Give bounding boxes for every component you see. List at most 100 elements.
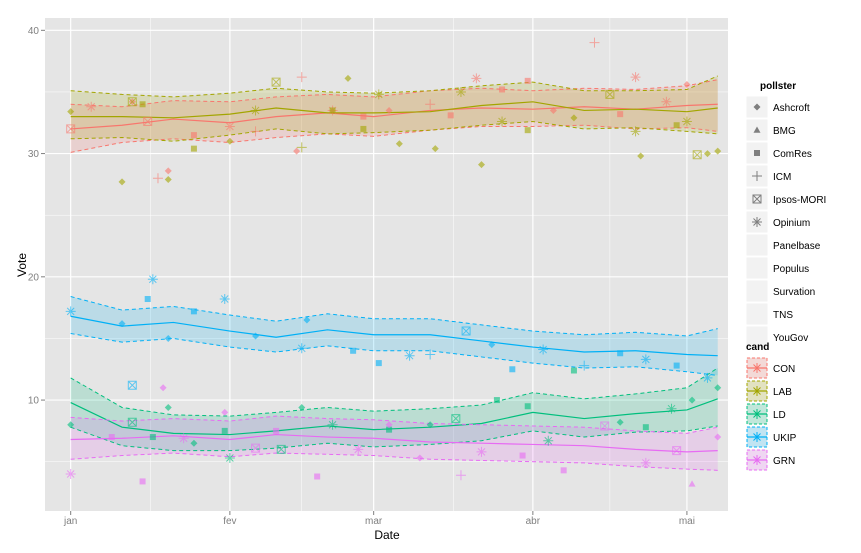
y-tick-label: 10 (28, 396, 40, 407)
x-axis-title: Date (374, 528, 400, 542)
point-lab-comres (673, 122, 680, 129)
point-ukip-opinium (640, 354, 651, 365)
point-grn-comres (519, 452, 526, 459)
point-grn-comres (139, 478, 146, 485)
point-con-opinium (86, 101, 97, 112)
point-grn-icm (455, 470, 466, 481)
trend-line-lab (70, 101, 718, 119)
legend-marker-grn (752, 455, 762, 465)
legend-key-box (745, 233, 769, 257)
point-lab-ashcroft (714, 147, 722, 155)
point-lab-ashcroft (478, 161, 486, 169)
legend-pollster-title: pollster (760, 81, 796, 92)
band-con (70, 79, 718, 153)
point-grn-comres (108, 434, 115, 441)
legend-key-box (745, 325, 769, 349)
point-con-icm (589, 37, 600, 48)
legend-key-comres (754, 150, 760, 156)
y-tick-label: 40 (28, 26, 40, 37)
confidence-bands (70, 75, 718, 471)
upper-bound-ukip (70, 296, 718, 337)
legend-label-panelbase: Panelbase (773, 241, 821, 252)
x-tick-label: jan (63, 516, 77, 527)
legend-label-ashcroft: Ashcroft (773, 103, 810, 114)
legend-marker-ld (752, 409, 762, 419)
point-grn-ashcroft (416, 454, 424, 462)
point-grn-opinium (65, 469, 76, 480)
point-lab-ashcroft (344, 74, 352, 82)
legend-label-survation: Survation (773, 287, 815, 298)
point-con-ipsos-mori (143, 117, 153, 127)
legend-label-yougov: YouGov (773, 333, 808, 344)
point-con-opinium (630, 72, 641, 83)
point-ld-opinium (543, 435, 554, 446)
point-ld-ashcroft (164, 403, 172, 411)
point-lab-ipsos-mori (271, 77, 281, 87)
point-lab-comres (360, 125, 367, 132)
point-con-icm (250, 126, 261, 137)
point-con-comres (524, 77, 531, 84)
point-con-icm (152, 173, 163, 184)
point-ukip-comres (190, 308, 197, 315)
point-con-comres (499, 86, 506, 93)
point-ld-opinium (327, 419, 338, 430)
x-tick-label: abr (526, 516, 541, 527)
point-lab-ipsos-mori (692, 150, 702, 160)
x-tick-label: fev (223, 516, 236, 527)
axes: 10 20 30 40 jan fev mar abr mai (28, 26, 695, 527)
y-axis-title: Vote (15, 253, 29, 277)
y-tick-label: 20 (28, 272, 40, 283)
y-tick-label: 30 (28, 149, 40, 160)
lower-bound-ld (70, 425, 718, 452)
point-lab-opinium (373, 89, 384, 100)
point-ukip-comres (375, 360, 382, 367)
point-grn-comres (314, 473, 321, 480)
point-grn-ashcroft (221, 408, 229, 416)
band-grn (70, 416, 718, 471)
point-con-comres (360, 113, 367, 120)
point-con-ashcroft (293, 147, 301, 155)
point-ukip-opinium (219, 294, 230, 305)
legend-key-ashcroft (753, 103, 761, 111)
legend-label-bmg: BMG (773, 126, 796, 137)
point-con-opinium (224, 121, 235, 132)
upper-bound-ld (70, 367, 718, 417)
legend-cand: cand CON LAB LD UKIP GRN (745, 342, 797, 472)
point-lab-comres (190, 145, 197, 152)
upper-bound-lab (70, 75, 718, 98)
point-con-comres (190, 132, 197, 139)
point-ukip-opinium (65, 306, 76, 317)
point-con-comres (447, 112, 454, 119)
point-con-comres (617, 111, 624, 118)
point-grn-ashcroft (385, 421, 393, 429)
point-lab-opinium (681, 116, 692, 127)
legend-label-tns: TNS (773, 310, 793, 321)
point-lab-ipsos-mori (605, 89, 615, 99)
lower-bound-ukip (70, 333, 718, 376)
point-ukip-comres (673, 362, 680, 369)
point-ukip-opinium (404, 350, 415, 361)
point-con-ashcroft (683, 81, 691, 89)
point-lab-opinium (630, 126, 641, 137)
point-ld-ipsos-mori (127, 417, 137, 427)
lower-bound-lab (70, 121, 718, 142)
legend-pollster: pollster Ashcroft BMG ComRes ICM Ipsos-MORI Op… (745, 81, 826, 349)
legend-marker-lab (752, 386, 762, 396)
trend-line-ld (70, 398, 718, 436)
trend-line-ukip (70, 315, 718, 357)
point-grn-ipsos-mori (672, 446, 682, 456)
point-ld-comres (493, 397, 500, 404)
legend-label-ipsos-mori: Ipsos-MORI (773, 195, 826, 206)
legend-key-opinium (752, 217, 762, 227)
point-ld-ashcroft (426, 421, 434, 429)
legend-label-ld: LD (773, 410, 786, 421)
point-lab-ashcroft (637, 152, 645, 160)
point-grn-opinium (178, 433, 189, 444)
point-lab-ashcroft (431, 145, 439, 153)
point-lab-ashcroft (703, 150, 711, 158)
point-grn-ashcroft (159, 384, 167, 392)
point-grn-ashcroft (714, 433, 722, 441)
point-ukip-opinium (702, 372, 713, 383)
lower-bound-con (70, 124, 718, 153)
point-ukip-ashcroft (303, 316, 311, 324)
